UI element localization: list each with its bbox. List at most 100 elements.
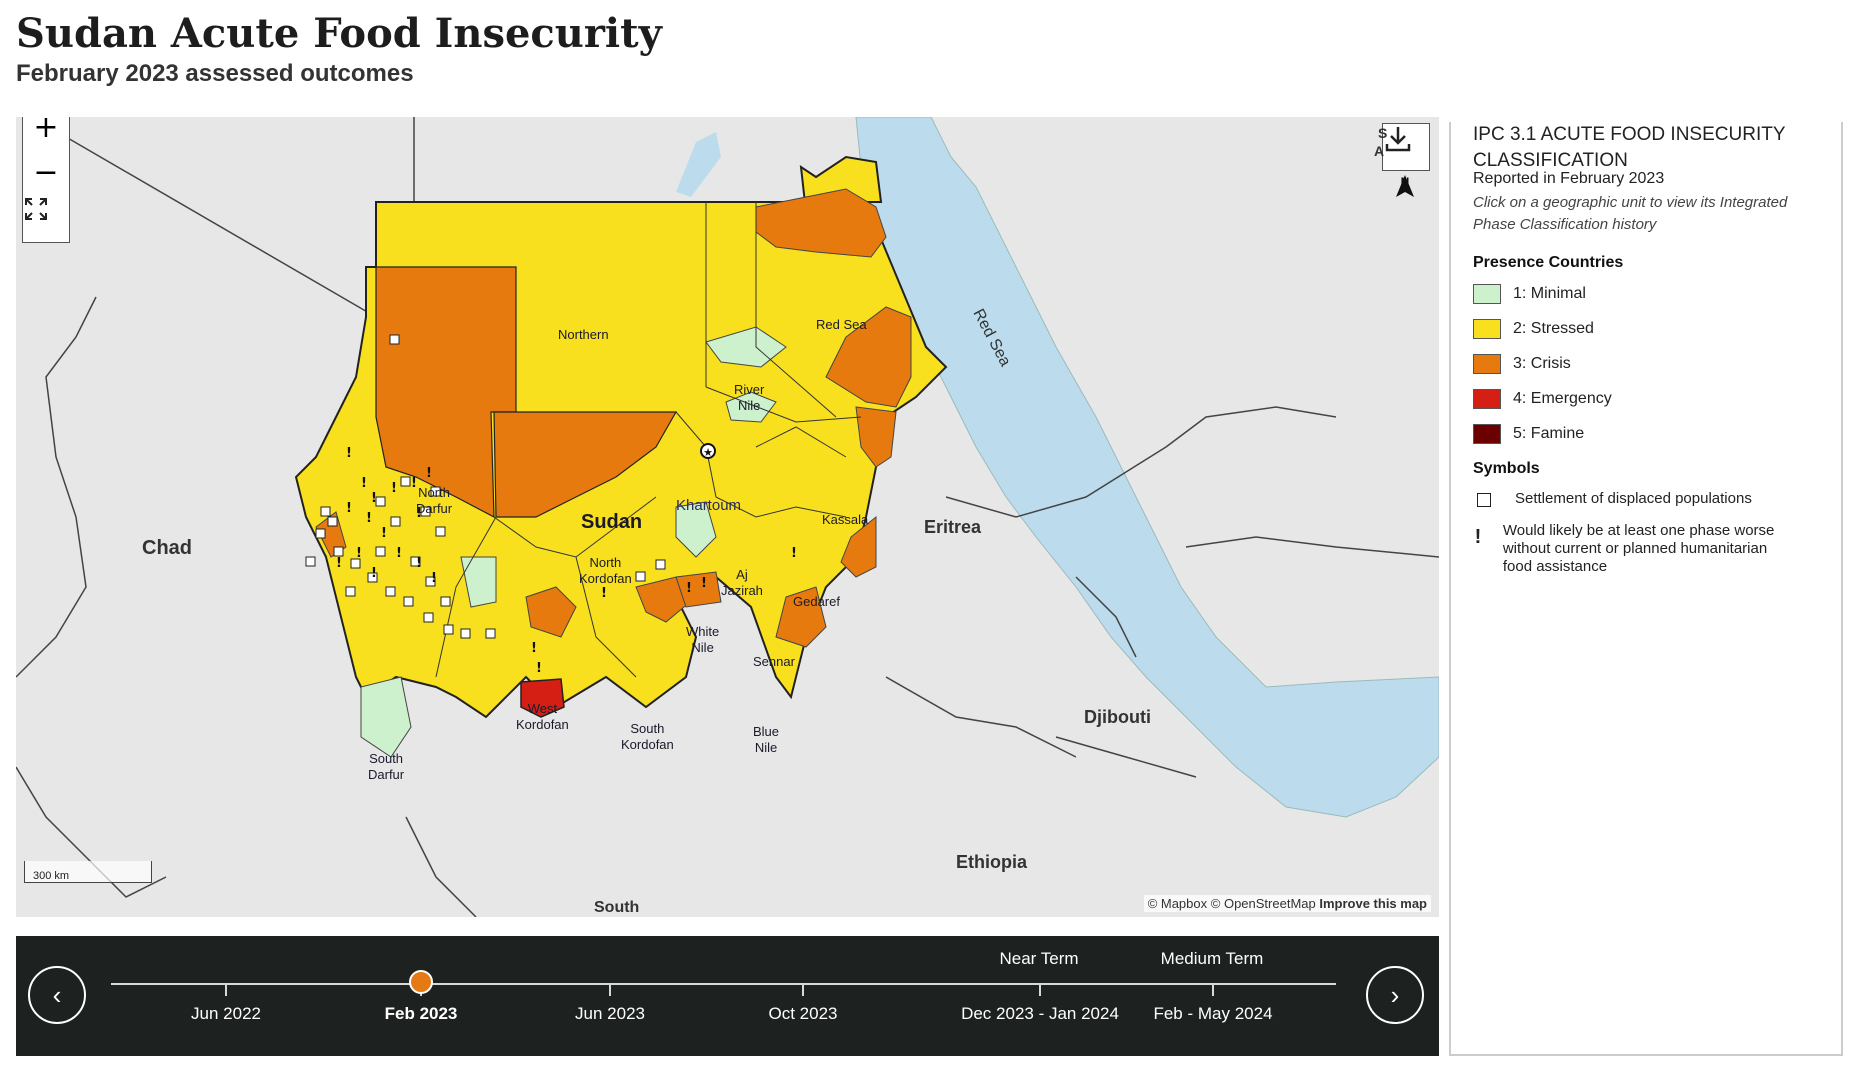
phase3-red-sea-north[interactable] xyxy=(755,188,887,258)
label-kassala[interactable]: Kassala xyxy=(822,512,869,527)
timeline-bar: ‹ › Near Term Medium Term Jun 2022 Feb 2… xyxy=(16,936,1439,1056)
label-river-nile[interactable]: River Nile xyxy=(734,382,765,413)
attr-mapbox[interactable]: © Mapbox xyxy=(1147,896,1208,911)
svg-text:!: ! xyxy=(601,586,607,601)
map-svg[interactable]: ★ !!!! !!!! !!!! !!!! !!!! !! xyxy=(16,117,1439,917)
fullscreen-button[interactable] xyxy=(22,196,70,243)
chevron-left-icon: ‹ xyxy=(52,979,62,1010)
legend-reported: Reported in February 2023 xyxy=(1473,170,1665,187)
label-blue-nile[interactable]: Blue Nile xyxy=(753,724,780,755)
map-canvas[interactable]: ★ !!!! !!!! !!!! !!!! !!!! !! + − xyxy=(16,117,1439,917)
legend-phase-label: 1: Minimal xyxy=(1513,285,1586,302)
svg-text:!: ! xyxy=(531,641,537,656)
phase3-gedaref-east[interactable] xyxy=(840,515,877,578)
phase3-kassala[interactable] xyxy=(855,406,897,468)
label-north-darfur[interactable]: North Darfur xyxy=(416,485,453,516)
svg-text:!: ! xyxy=(416,506,422,521)
label-khartoum[interactable]: Khartoum xyxy=(676,497,742,514)
svg-text:!: ! xyxy=(371,491,377,506)
symbols-heading: Symbols xyxy=(1473,460,1540,477)
label-saudi-fragment2: A xyxy=(1374,143,1385,159)
legend-symbol-risk: ! Would likely be at least one phase wor… xyxy=(1473,522,1793,576)
north-arrow: N xyxy=(1394,175,1416,197)
phase3-north-kordofan[interactable] xyxy=(493,411,678,518)
timeline-prev-button[interactable]: ‹ xyxy=(28,966,86,1024)
settlement-markers[interactable] xyxy=(305,334,666,639)
fullscreen-icon xyxy=(25,198,47,220)
map-attribution: © Mapbox © OpenStreetMap Improve this ma… xyxy=(1143,895,1431,912)
label-south-darfur[interactable]: South Darfur xyxy=(368,751,405,782)
label-gedaref[interactable]: Gedaref xyxy=(793,594,840,609)
svg-text:!: ! xyxy=(356,546,362,561)
phase3-north-darfur[interactable] xyxy=(375,266,517,519)
presence-heading: Presence Countries xyxy=(1473,254,1624,271)
timeline-period-jun-2023[interactable]: Jun 2023 xyxy=(575,1004,645,1023)
zoom-in-button[interactable]: + xyxy=(22,117,70,152)
svg-text:!: ! xyxy=(396,546,402,561)
country-border xyxy=(16,117,1439,917)
red-sea-water xyxy=(855,117,1439,818)
lake-nasser xyxy=(676,132,721,197)
capital-marker[interactable] xyxy=(700,443,716,459)
svg-text:!: ! xyxy=(701,576,707,591)
timeline-period-feb-2023[interactable]: Feb 2023 xyxy=(384,1004,458,1023)
capital-star: ★ xyxy=(703,446,713,459)
svg-text:!: ! xyxy=(381,526,387,541)
medium-term-label: Medium Term xyxy=(1160,949,1264,968)
svg-text:!: ! xyxy=(686,581,692,596)
label-south: South xyxy=(594,899,640,916)
page-title: Sudan Acute Food Insecurity xyxy=(16,10,662,57)
attr-osm[interactable]: © OpenStreetMap xyxy=(1210,896,1316,911)
timeline-track[interactable] xyxy=(111,983,1336,985)
svg-text:!: ! xyxy=(346,446,352,461)
legend-phase-1: 1: Minimal xyxy=(1473,282,1586,306)
download-button[interactable] xyxy=(1382,123,1430,171)
swatch-stressed xyxy=(1473,319,1501,339)
timeline-period-jun-2022[interactable]: Jun 2022 xyxy=(191,1004,261,1023)
phase1-river-nile[interactable] xyxy=(705,326,787,368)
label-north-kordofan[interactable]: North Kordofan xyxy=(579,555,632,586)
timeline-tick xyxy=(802,984,804,996)
phase1-white-nile[interactable] xyxy=(675,501,717,558)
legend-phase-3: 3: Crisis xyxy=(1473,352,1571,376)
timeline-period-oct-2023[interactable]: Oct 2023 xyxy=(768,1004,838,1023)
label-sennar[interactable]: Sennar xyxy=(753,654,795,669)
near-term-label: Near Term xyxy=(999,949,1079,968)
legend-phase-label: 4: Emergency xyxy=(1513,390,1612,407)
timeline-period-dec-jan[interactable]: Dec 2023 - Jan 2024 xyxy=(961,1004,1119,1023)
scale-bar: 300 km xyxy=(24,861,152,883)
phase3-sk-strip[interactable] xyxy=(675,571,722,608)
swatch-emergency xyxy=(1473,389,1501,409)
label-west-kordofan[interactable]: West Kordofan xyxy=(516,701,569,732)
phase3-blue-nile[interactable] xyxy=(775,586,827,648)
swatch-crisis xyxy=(1473,354,1501,374)
timeline-selected-dot[interactable] xyxy=(409,970,433,994)
label-south-kordofan[interactable]: South Kordofan xyxy=(621,721,674,752)
svg-text:!: ! xyxy=(391,481,397,496)
label-aj-jazirah[interactable]: Aj Jazirah xyxy=(721,567,763,598)
swatch-minimal xyxy=(1473,284,1501,304)
svg-text:!: ! xyxy=(536,661,542,676)
timeline-tick xyxy=(225,984,227,996)
phase4-abyei[interactable] xyxy=(520,678,565,718)
zoom-out-button[interactable]: − xyxy=(22,150,70,197)
label-red-sea-state[interactable]: Red Sea xyxy=(816,317,867,332)
phase3-red-sea-south[interactable] xyxy=(825,306,912,408)
timeline-tick xyxy=(609,984,611,996)
attr-improve[interactable]: Improve this map xyxy=(1319,896,1427,911)
legend-phase-4: 4: Emergency xyxy=(1473,387,1612,411)
label-ethiopia: Ethiopia xyxy=(956,852,1027,872)
plus-icon: + xyxy=(33,117,59,145)
timeline-period-feb-may[interactable]: Feb - May 2024 xyxy=(1153,1004,1273,1023)
label-northern[interactable]: Northern xyxy=(558,327,609,342)
timeline-next-button[interactable]: › xyxy=(1366,966,1424,1024)
phase1-south-darfur[interactable] xyxy=(360,676,412,758)
risk-markers[interactable]: !!!! !!!! !!!! !!!! !!!! !! xyxy=(336,446,797,676)
label-white-nile[interactable]: White Nile xyxy=(686,624,720,655)
page-subtitle: February 2023 assessed outcomes xyxy=(16,60,414,87)
legend-phase-label: 3: Crisis xyxy=(1513,355,1571,372)
phase3-west-kordofan[interactable] xyxy=(525,586,577,638)
phase1-east-darfur[interactable] xyxy=(460,556,497,608)
svg-text:!: ! xyxy=(361,476,367,491)
exclamation-icon: ! xyxy=(1474,526,1482,548)
